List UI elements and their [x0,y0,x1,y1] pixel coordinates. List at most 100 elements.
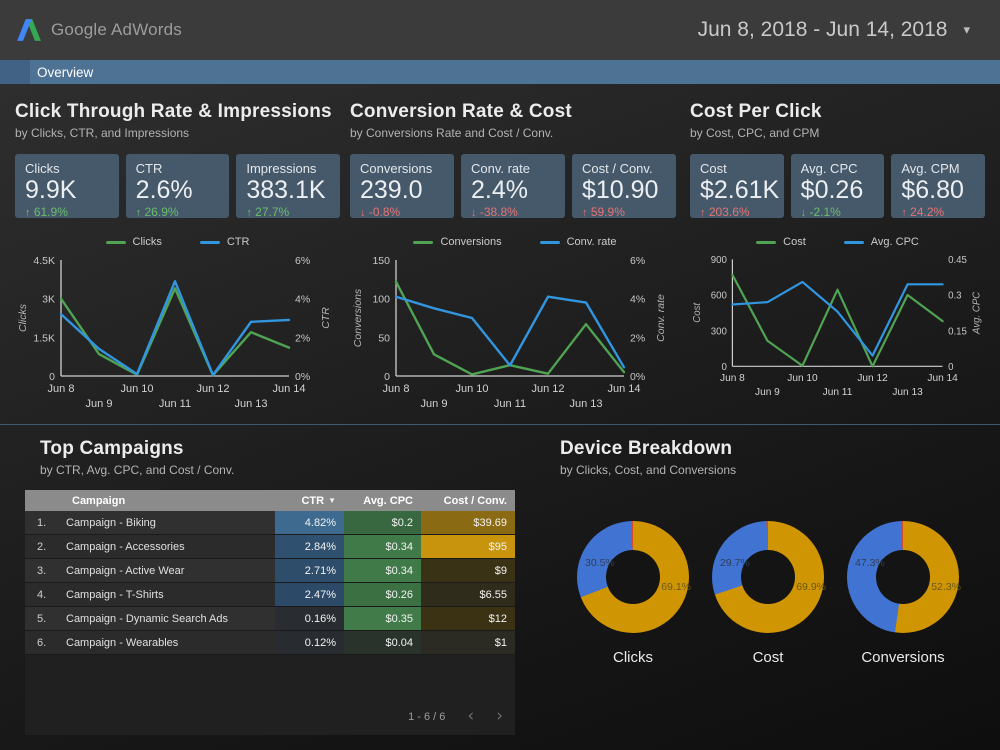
svg-text:Jun 10: Jun 10 [787,373,818,384]
scorecard-row: Clicks 9.9K ↑ 61.9% CTR 2.6% ↑ 26.9% Impressio… [15,154,341,219]
section-subtitle: by Clicks, CTR, and Impressions [15,126,190,140]
device-breakdown-subtitle: by Clicks, Cost, and Conversions [560,463,737,477]
campaign-name: Campaign - T-Shirts [66,588,164,601]
svg-text:0: 0 [49,371,55,383]
column-header-ctr[interactable]: CTR ▼ [275,490,344,511]
legend-item: Conversions [413,236,502,248]
svg-text:0%: 0% [295,371,310,383]
svg-text:Jun 9: Jun 9 [755,387,780,398]
svg-text:Jun 14: Jun 14 [272,383,305,395]
scorecard-value: 2.4% [471,176,528,204]
scorecard-conversions: Conversions 239.0 ↓ -0.8% [350,154,454,219]
table-row: 6. Campaign - Wearables 0.12% $0.04 $1 [25,631,515,655]
svg-text:900: 900 [711,255,727,266]
scorecard-label: Avg. CPM [901,161,960,176]
campaign-name: Campaign - Biking [66,516,156,529]
scorecard-delta: ↑ 26.9% [135,205,179,219]
donut-title: Cost [752,649,784,666]
svg-text:Jun 10: Jun 10 [455,383,488,395]
svg-text:Jun 8: Jun 8 [48,383,75,395]
table-row: 3. Campaign - Active Wear 2.71% $0.34 $9 [25,559,515,583]
svg-text:Avg. CPC: Avg. CPC [971,291,982,335]
svg-text:2%: 2% [295,332,310,344]
svg-text:50: 50 [378,332,390,344]
date-range-picker[interactable]: Jun 8, 2018 - Jun 14, 2018 ▾ [698,18,970,42]
table-row: 5. Campaign - Dynamic Search Ads 0.16% $0.3… [25,607,515,631]
line-chart-plot: 0 300 600 900 0 0.15 0.3 0.45 Cost Avg. CPC Jun 8 J… [690,252,985,416]
donut-percent-label: 69.9% [796,581,826,593]
avg-cpc-cell: $0.2 [344,511,421,534]
logo-text: Google AdWords [51,20,183,39]
top-campaigns-subtitle: by CTR, Avg. CPC, and Cost / Conv. [40,463,235,477]
scorecard-value: 2.6% [135,176,193,204]
campaign-cell: 3. Campaign - Active Wear [25,559,275,582]
adwords-logo-icon [16,18,42,42]
campaign-table-body: 1. Campaign - Biking 4.82% $0.2 $39.69 2. Camp… [25,511,515,655]
scorecard-delta: ↑ 24.2% [901,205,945,219]
row-rank: 4. [37,588,47,601]
avg-cpc-cell: $0.34 [344,559,421,582]
column-header-campaign[interactable]: Campaign [72,494,126,507]
table-row: 4. Campaign - T-Shirts 2.47% $0.26 $6.55 [25,583,515,607]
svg-text:0.15: 0.15 [948,326,967,337]
donut-chart-conversions: 47.3% 52.3% Conversions [838,521,968,666]
device-breakdown-title: Device Breakdown [560,438,733,459]
sort-desc-icon: ▼ [328,496,336,505]
arrow-up-icon: ↑ [135,207,142,219]
device-breakdown-block: Device Breakdown by Clicks, Cost, and Co… [515,438,1000,735]
scorecard-delta: ↓ -2.1% [800,205,841,219]
svg-text:Jun 9: Jun 9 [421,398,448,410]
svg-text:Conv. rate: Conv. rate [655,294,667,342]
svg-text:100: 100 [372,294,390,306]
column-header-avg-cpc[interactable]: Avg. CPC [363,494,413,507]
legend-item: Cost [756,236,806,248]
scorecard-cost: Cost $2.61K ↑ 203.6% [690,154,784,219]
section-subtitle: by Cost, CPC, and CPM [690,126,820,140]
scorecard-delta: ↑ 59.9% [582,205,625,219]
svg-text:Jun 14: Jun 14 [607,383,640,395]
svg-text:Cost: Cost [692,302,703,323]
campaign-table-header: Campaign CTR ▼ Avg. CPC Cost / Conv. [25,490,515,511]
scorecard-value: $10.90 [582,176,659,204]
legend-swatch [105,240,126,244]
line-chart-conversions-rate: Conversions Conv. rate 0 50 100 150 0% 2% 4% 6% Co… [350,236,680,416]
scorecard-label: Avg. CPC [800,161,858,176]
chart-legend: Cost Avg. CPC [690,236,985,248]
svg-text:4%: 4% [295,294,310,306]
donut-charts-row: 30.5% 69.1% Clicks 29.7% 69.9% Cost 47.3% 52.… [560,521,990,666]
arrow-up-icon: ↑ [901,207,907,219]
cost-conv-cell: $12 [421,607,515,630]
donut-percent-label: 47.3% [855,557,885,569]
scorecard-delta: ↑ 203.6% [700,205,750,219]
scorecard-value: $2.61K [700,176,780,204]
pagination-prev-icon[interactable]: ‹ [467,706,475,726]
donut-chart-cost: 29.7% 69.9% Cost [703,521,833,666]
svg-text:6%: 6% [630,255,645,267]
scorecard-ctr: CTR 2.6% ↑ 26.9% [125,154,230,219]
svg-text:Jun 8: Jun 8 [720,373,745,384]
svg-text:Jun 9: Jun 9 [86,398,113,410]
pagination-next-icon[interactable]: › [496,706,503,726]
scorecard-avg-cpm: Avg. CPM $6.80 ↑ 24.2% [891,154,986,219]
legend-swatch [199,240,220,244]
arrow-down-icon: ↓ [800,207,807,219]
tab-overview[interactable]: Overview [37,64,94,80]
scorecard-impressions: Impressions 383.1K ↑ 27.7% [236,154,341,219]
donut-percent-label: 69.1% [661,581,691,593]
scorecard-label: Conv. rate [471,161,531,176]
svg-text:Jun 11: Jun 11 [159,398,191,410]
chevron-down-icon: ▾ [963,22,970,37]
svg-text:0: 0 [384,371,390,383]
scorecard-delta: ↓ -38.8% [471,205,518,219]
adwords-logo: Google AdWords [16,18,182,42]
line-chart-cost-cpc: Cost Avg. CPC 0 300 600 900 0 0.15 0.3 0.45 Cost Av… [690,236,985,416]
campaign-name: Campaign - Dynamic Search Ads [66,612,229,625]
scorecard-delta: ↑ 61.9% [25,205,68,219]
avg-cpc-cell: $0.26 [344,583,421,606]
scorecard-clicks: Clicks 9.9K ↑ 61.9% [15,154,119,219]
column-header-ctr-label: CTR [301,494,325,507]
section-cost-per-click: Cost Per Click by Cost, CPC, and CPM Cos… [690,101,986,416]
column-header-cost-conv[interactable]: Cost / Conv. [443,494,507,507]
svg-text:1.5K: 1.5K [33,332,55,344]
legend-item: Avg. CPC [843,236,919,248]
